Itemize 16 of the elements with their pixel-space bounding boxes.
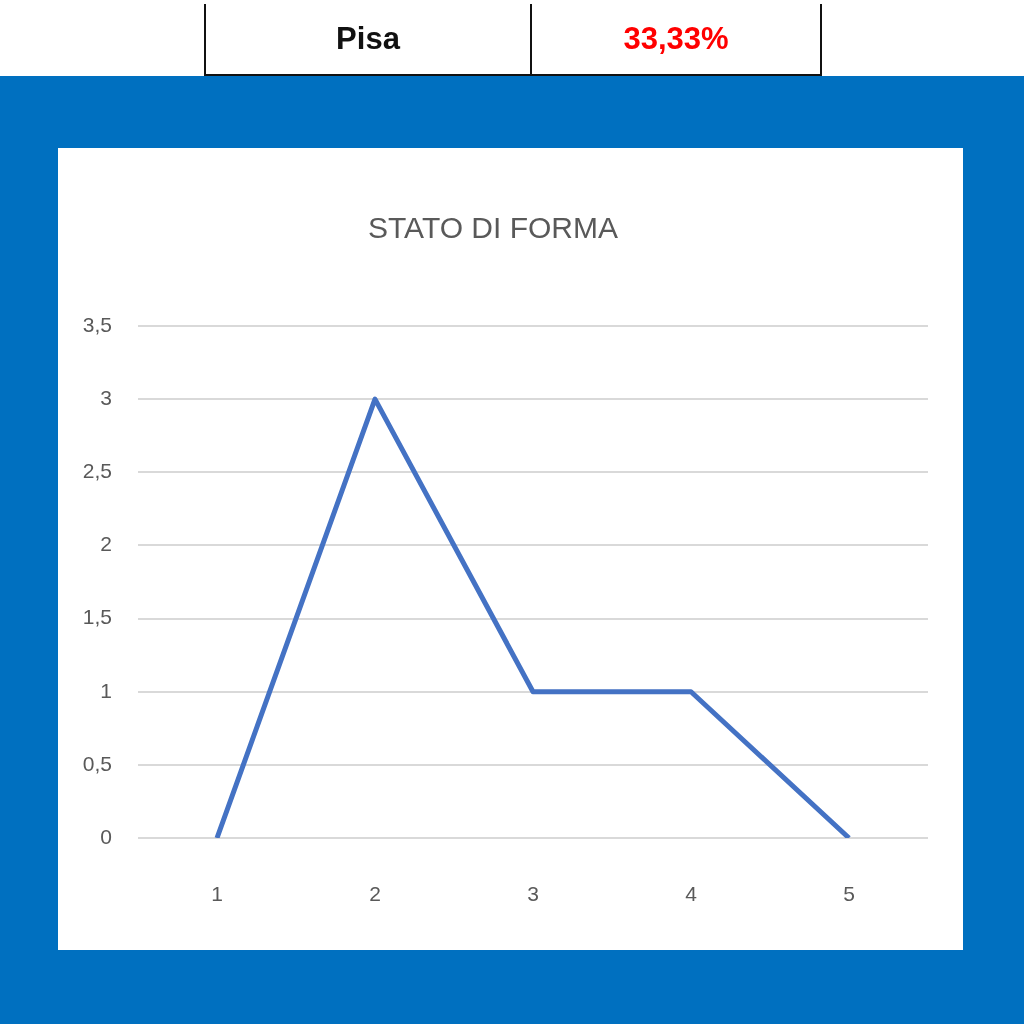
- y-tick-label: 0,5: [82, 751, 112, 775]
- chart-title: STATO DI FORMA: [367, 211, 619, 245]
- x-tick-label: 5: [843, 882, 855, 906]
- y-tick-label: 3: [100, 385, 112, 409]
- y-tick-label: 1,5: [82, 605, 112, 629]
- y-tick-label: 0: [100, 824, 112, 848]
- x-tick-label: 3: [527, 882, 539, 906]
- y-tick-label: 3,5: [82, 312, 112, 336]
- x-tick-label: 2: [369, 882, 381, 906]
- x-tick-label: 1: [211, 882, 223, 906]
- text: 33,33%: [531, 4, 821, 75]
- y-tick-label: 2,5: [82, 459, 112, 483]
- text: Pisa: [205, 4, 531, 75]
- x-tick-label: 4: [685, 882, 698, 906]
- y-tick-label: 1: [100, 678, 112, 702]
- y-tick-label: 2: [100, 532, 112, 556]
